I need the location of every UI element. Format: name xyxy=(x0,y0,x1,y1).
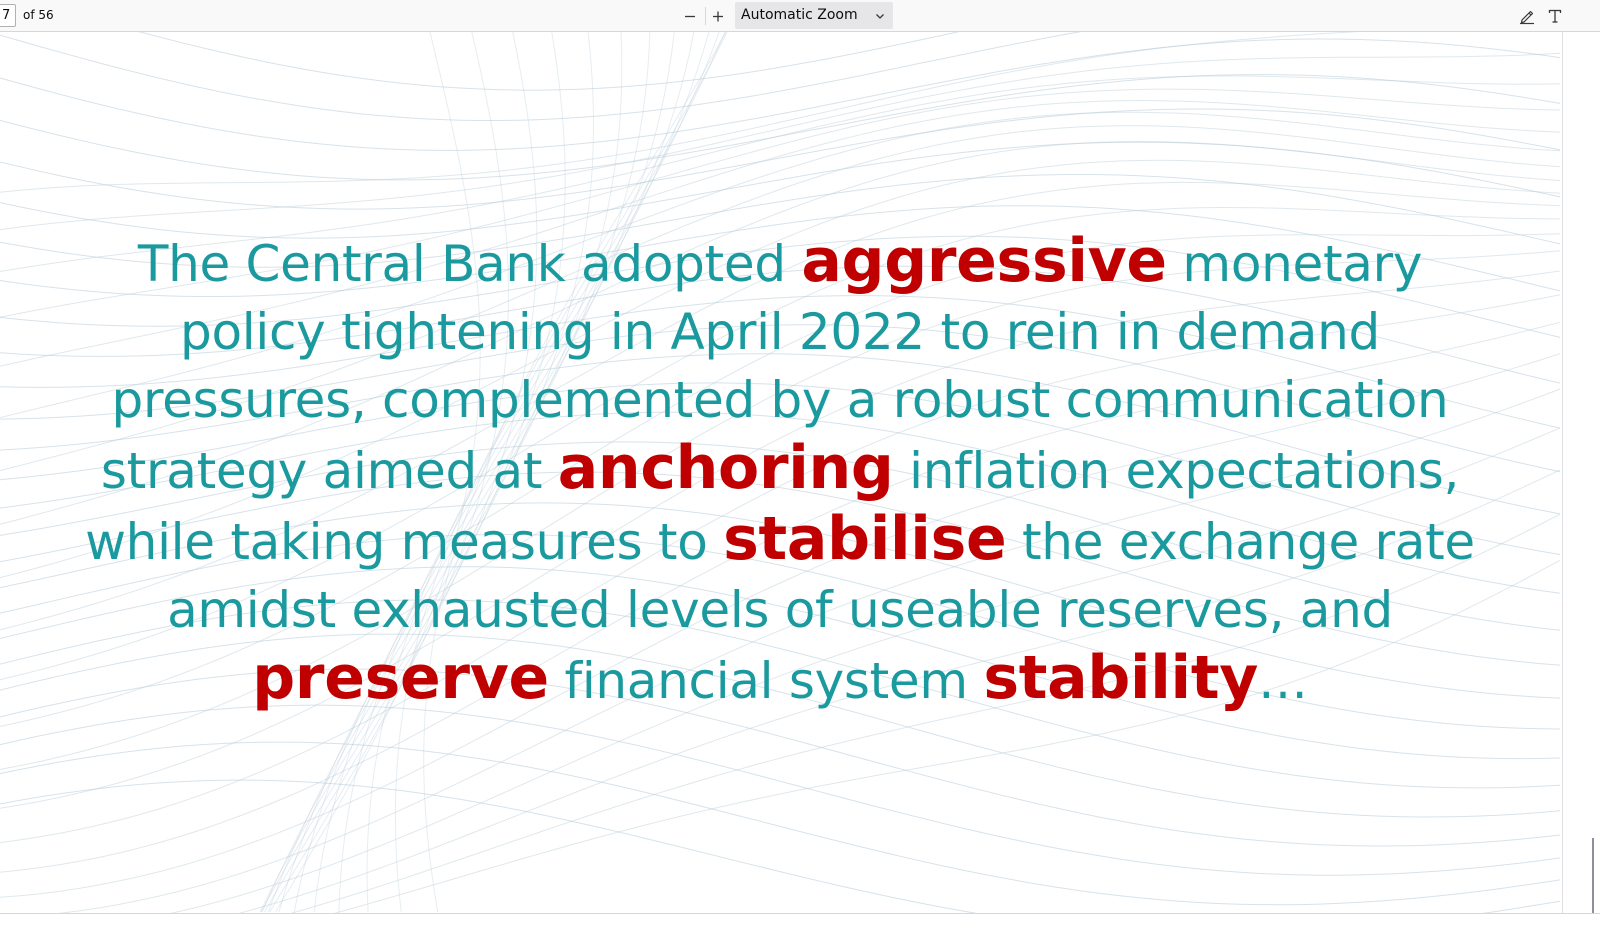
wave-line xyxy=(0,324,1561,473)
keyword-text: preserve xyxy=(252,643,549,713)
wave-line xyxy=(0,125,1561,472)
page-count-label: of 56 xyxy=(23,8,54,22)
wave-line xyxy=(0,668,1561,847)
wave-line xyxy=(267,32,651,913)
page-number-input[interactable] xyxy=(0,4,16,27)
body-text-segment: monetary policy tightening in April 2022… xyxy=(100,235,1449,500)
pen-icon xyxy=(1520,10,1534,25)
wave-line xyxy=(0,353,1561,898)
wave-line xyxy=(0,205,1561,297)
wave-line xyxy=(313,32,710,913)
wave-line xyxy=(0,599,1561,789)
wave-line xyxy=(0,111,1561,419)
zoom-out-button[interactable] xyxy=(678,4,702,28)
wave-line xyxy=(0,32,1361,193)
wave-line xyxy=(275,32,481,913)
wave-line xyxy=(338,32,720,913)
body-text-segment: inflation expectations, while taking mea… xyxy=(85,442,1460,571)
toolbar: of 56 Automatic Zoom xyxy=(0,0,1600,32)
wave-line xyxy=(0,353,1561,515)
body-text-segment: The Central Bank adopted xyxy=(137,235,802,293)
body-text-segment: … xyxy=(1258,652,1308,710)
wave-line xyxy=(278,32,675,913)
wave-line xyxy=(0,741,1561,906)
wave-line xyxy=(0,140,1561,525)
wave-line xyxy=(238,469,1561,913)
wave-line xyxy=(0,173,1561,268)
wave-line xyxy=(0,533,1561,730)
wave-line xyxy=(0,411,1561,594)
wave-line xyxy=(0,74,1561,181)
keyword-text: stability xyxy=(983,643,1259,713)
body-text-segment: the exchange rate amidst exhausted level… xyxy=(167,513,1475,639)
keyword-text: aggressive xyxy=(801,226,1167,296)
wave-line xyxy=(0,295,1561,429)
text-tool-button[interactable] xyxy=(1543,4,1567,28)
scrollbar[interactable] xyxy=(1562,32,1600,913)
keyword-text: anchoring xyxy=(557,433,894,503)
wave-line xyxy=(0,233,1561,727)
wave-line xyxy=(0,779,1561,913)
wave-line xyxy=(0,265,1561,384)
wave-line xyxy=(423,32,727,913)
wave-line xyxy=(0,704,1561,876)
body-text-segment: financial system xyxy=(548,652,984,710)
highlight-button[interactable] xyxy=(1515,4,1539,28)
zoom-in-button[interactable] xyxy=(706,4,730,28)
wave-line xyxy=(0,32,1082,121)
wave-line xyxy=(0,633,1561,818)
wave-line xyxy=(264,32,538,913)
wave-line xyxy=(0,566,1561,760)
scrollbar-thumb[interactable] xyxy=(1592,838,1594,913)
keyword-text: stabilise xyxy=(723,504,1007,574)
wave-line xyxy=(0,294,1561,844)
wave-line xyxy=(260,32,566,913)
plus-icon xyxy=(713,11,723,22)
wave-line xyxy=(269,32,510,913)
wave-line xyxy=(0,235,1561,338)
wave-line xyxy=(290,513,1561,913)
wave-line xyxy=(0,88,1561,318)
document-page: The Central Bank adopted aggressive mone… xyxy=(0,32,1562,913)
wave-line xyxy=(0,108,1561,210)
slide-body-text: The Central Bank adopted aggressive mone… xyxy=(70,227,1490,715)
wave-line xyxy=(261,32,623,913)
wave-line xyxy=(0,181,1561,631)
wave-line xyxy=(0,75,1561,272)
wave-line xyxy=(366,32,726,913)
wave-line xyxy=(138,32,960,91)
zoom-select-value: Automatic Zoom xyxy=(741,7,858,23)
toolbar-separator xyxy=(705,7,706,25)
wave-line xyxy=(0,502,1561,699)
chevron-down-icon xyxy=(876,14,884,19)
wave-line xyxy=(334,559,1561,913)
wave-line xyxy=(0,141,1561,239)
wave-line xyxy=(0,441,1561,631)
wave-line xyxy=(0,471,1561,666)
wave-line xyxy=(293,32,695,913)
wave-line xyxy=(0,270,1561,809)
zoom-select[interactable]: Automatic Zoom xyxy=(735,2,893,29)
wave-line xyxy=(0,38,1561,151)
bottom-edge xyxy=(0,913,1600,933)
wave-line xyxy=(0,99,1561,367)
text-icon xyxy=(1548,9,1562,23)
wave-line xyxy=(0,250,1561,770)
wave-line xyxy=(394,32,728,913)
wave-line xyxy=(58,388,1561,913)
wave-line xyxy=(0,206,1561,681)
wave-line xyxy=(170,427,1561,913)
wave-line xyxy=(0,52,1561,231)
wave-line xyxy=(259,32,595,913)
wave-line xyxy=(0,159,1561,579)
wave-line xyxy=(0,382,1561,555)
minus-icon xyxy=(685,15,695,18)
wave-background-pattern xyxy=(0,32,1561,913)
wave-line xyxy=(0,321,1561,873)
